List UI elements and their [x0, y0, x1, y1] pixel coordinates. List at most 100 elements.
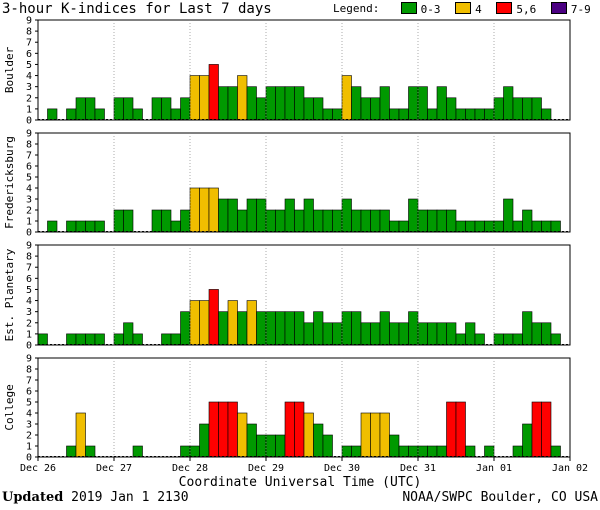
- legend-item-0-3: 0-3: [400, 2, 440, 17]
- y-tick-label: 3: [26, 307, 32, 318]
- y-tick-label: 7: [26, 263, 32, 274]
- k-index-bar: [436, 445, 447, 458]
- k-index-bar: [66, 108, 77, 121]
- y-tick-label: 8: [26, 252, 32, 263]
- k-index-bar: [284, 401, 295, 458]
- y-tick-label: 0: [26, 341, 32, 352]
- y-tick-label: 7: [26, 151, 32, 162]
- k-index-bar: [47, 220, 58, 233]
- k-index-bar: [303, 198, 314, 233]
- x-tick-label: Jan 02: [552, 463, 588, 474]
- updated-value: 2019 Jan 1 2130: [71, 490, 189, 505]
- k-index-bar: [237, 75, 248, 121]
- k-index-bar: [227, 401, 238, 458]
- k-index-bar: [303, 412, 314, 458]
- k-index-bar: [436, 322, 447, 346]
- k-index-bar: [189, 187, 200, 233]
- y-tick-label: 6: [26, 274, 32, 285]
- k-index-bar: [522, 311, 533, 346]
- k-index-bar: [531, 220, 542, 233]
- k-index-bar: [503, 86, 514, 121]
- k-index-bar: [455, 220, 466, 233]
- k-index-bar: [446, 209, 457, 233]
- k-index-bar: [246, 86, 257, 121]
- y-tick-label: 2: [26, 431, 32, 442]
- legend-swatch: [455, 2, 472, 14]
- k-index-bar: [465, 322, 476, 346]
- k-index-bar: [303, 97, 314, 121]
- y-tick-label: 7: [26, 376, 32, 387]
- k-index-bar: [474, 108, 485, 121]
- k-index-bar: [227, 300, 238, 346]
- k-index-bar: [398, 445, 409, 458]
- k-index-bar: [237, 412, 248, 458]
- x-tick-label: Dec 30: [324, 463, 360, 474]
- y-tick-label: 1: [26, 329, 32, 340]
- k-index-bar: [246, 198, 257, 233]
- x-axis-label: Coordinate Universal Time (UTC): [178, 475, 422, 490]
- k-index-bar: [484, 220, 495, 233]
- k-index-bar: [541, 108, 552, 121]
- k-index-bar: [284, 198, 295, 233]
- k-index-bar: [151, 97, 162, 121]
- station-label: College: [3, 384, 16, 430]
- k-index-bar: [256, 198, 267, 233]
- updated-timestamp: Updated 2019 Jan 1 2130: [2, 489, 189, 507]
- y-tick-label: 8: [26, 27, 32, 38]
- k-index-bar: [94, 220, 105, 233]
- k-index-bar: [370, 412, 381, 458]
- k-index-bar: [541, 322, 552, 346]
- k-index-bar: [522, 423, 533, 458]
- k-index-bar: [237, 311, 248, 346]
- k-index-bar: [360, 322, 371, 346]
- k-index-bar: [170, 220, 181, 233]
- legend-label: Legend:: [333, 2, 380, 15]
- k-index-bar: [75, 220, 86, 233]
- y-tick-label: 9: [26, 129, 32, 140]
- k-index-bar: [275, 86, 286, 121]
- k-index-bar: [398, 108, 409, 121]
- k-index-bar: [189, 445, 200, 458]
- k-index-bar: [379, 311, 390, 346]
- k-index-bar: [151, 209, 162, 233]
- k-index-bar: [66, 445, 77, 458]
- k-index-bar: [113, 333, 124, 346]
- k-index-bar: [85, 220, 96, 233]
- k-index-bar: [37, 333, 48, 346]
- k-index-bar: [199, 423, 210, 458]
- k-index-bar: [332, 108, 343, 121]
- k-index-bar: [408, 86, 419, 121]
- legend-swatch: [496, 2, 513, 14]
- k-index-bar: [455, 401, 466, 458]
- k-index-bar: [341, 445, 352, 458]
- k-index-bar: [256, 97, 267, 121]
- y-tick-label: 0: [26, 116, 32, 127]
- chart-title: 3-hour K-indices for Last 7 days: [2, 1, 272, 17]
- k-index-bar: [161, 97, 172, 121]
- y-tick-label: 4: [26, 184, 32, 195]
- k-index-bar: [113, 209, 124, 233]
- k-index-bar: [531, 401, 542, 458]
- k-index-bar: [294, 311, 305, 346]
- k-index-bar: [341, 198, 352, 233]
- source-credit: NOAA/SWPC Boulder, CO USA: [402, 490, 598, 505]
- k-index-bar: [484, 445, 495, 458]
- k-index-bar: [123, 322, 134, 346]
- k-index-bar: [417, 445, 428, 458]
- legend-swatch: [550, 2, 567, 14]
- k-index-bar: [322, 322, 333, 346]
- k-index-bar: [341, 75, 352, 121]
- k-index-bar: [113, 97, 124, 121]
- k-index-bar: [256, 434, 267, 458]
- k-index-bar: [351, 445, 362, 458]
- panel-frame: [37, 244, 571, 346]
- k-index-bar: [446, 401, 457, 458]
- y-tick-label: 9: [26, 354, 32, 365]
- k-index-bar: [313, 209, 324, 233]
- y-tick-label: 6: [26, 162, 32, 173]
- k-index-bar: [170, 333, 181, 346]
- x-tick-label: Dec 28: [172, 463, 208, 474]
- x-tick-label: Dec 26: [20, 463, 56, 474]
